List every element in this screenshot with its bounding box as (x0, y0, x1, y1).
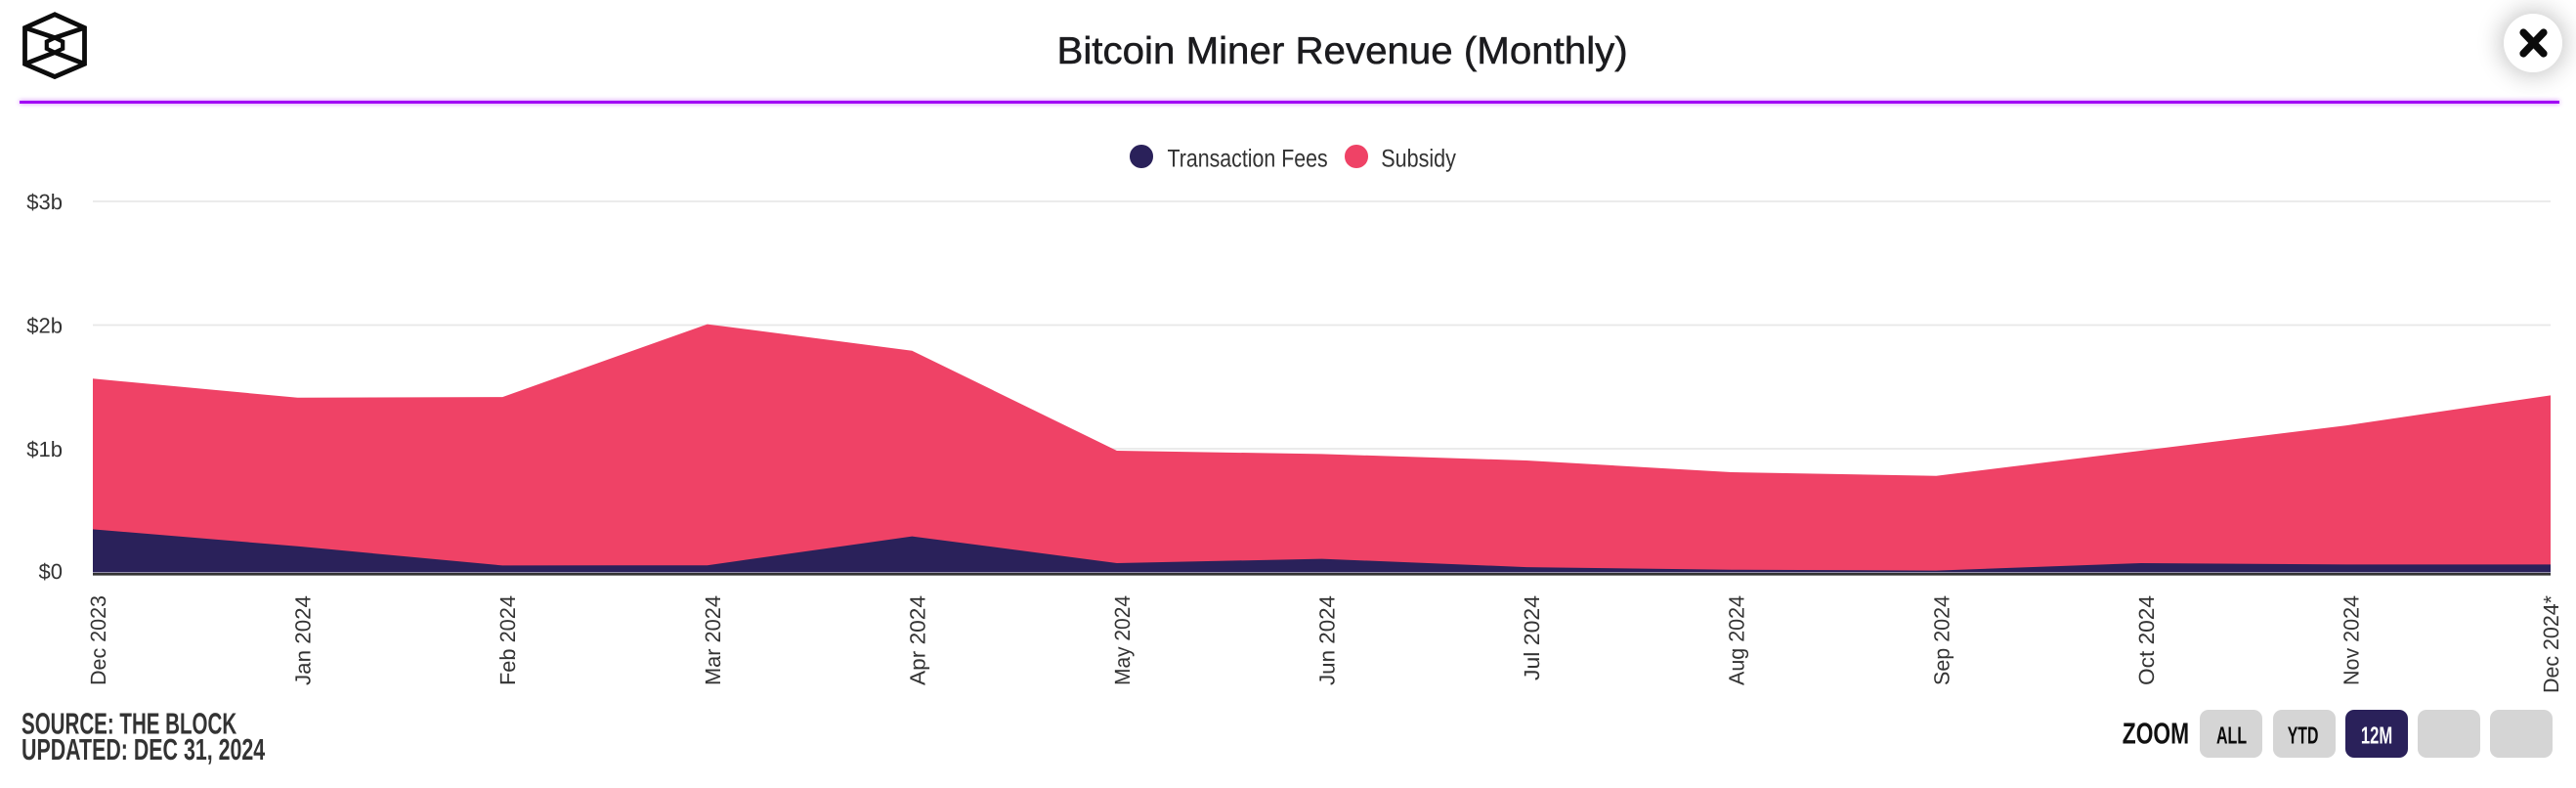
svg-text:Oct 2024: Oct 2024 (2134, 595, 2159, 685)
svg-text:Dec 2024*: Dec 2024* (2539, 595, 2563, 693)
svg-text:May 2024: May 2024 (1110, 595, 1135, 685)
svg-text:UPDATED: DEC 31, 2024: UPDATED: DEC 31, 2024 (21, 733, 265, 766)
svg-text:Jul 2024: Jul 2024 (1520, 595, 1544, 680)
svg-text:Aug 2024: Aug 2024 (1725, 595, 1749, 685)
svg-text:ALL: ALL (2216, 722, 2247, 749)
svg-text:Subsidy: Subsidy (1381, 146, 1456, 173)
svg-text:Nov 2024: Nov 2024 (2339, 595, 2363, 685)
svg-text:Transaction Fees: Transaction Fees (1168, 146, 1328, 173)
svg-text:$1b: $1b (26, 437, 63, 461)
svg-text:$3b: $3b (26, 190, 63, 214)
svg-text:Sep 2024: Sep 2024 (1929, 595, 1953, 685)
svg-text:$0: $0 (39, 559, 63, 584)
svg-text:Dec 2023: Dec 2023 (86, 595, 110, 685)
svg-text:12M: 12M (2361, 722, 2392, 749)
svg-text:SOURCE: THE BLOCK: SOURCE: THE BLOCK (21, 708, 236, 741)
svg-text:Mar 2024: Mar 2024 (701, 595, 725, 685)
svg-text:YTD: YTD (2288, 722, 2319, 749)
svg-text:Apr 2024: Apr 2024 (905, 595, 929, 685)
svg-text:ZOOM: ZOOM (2123, 717, 2189, 750)
svg-text:Bitcoin Miner Revenue (Monthly: Bitcoin Miner Revenue (Monthly) (1057, 30, 1628, 72)
svg-text:$2b: $2b (26, 314, 63, 338)
svg-text:Jun 2024: Jun 2024 (1315, 595, 1340, 685)
svg-text:Feb 2024: Feb 2024 (495, 595, 520, 685)
svg-text:Jan 2024: Jan 2024 (291, 595, 316, 685)
